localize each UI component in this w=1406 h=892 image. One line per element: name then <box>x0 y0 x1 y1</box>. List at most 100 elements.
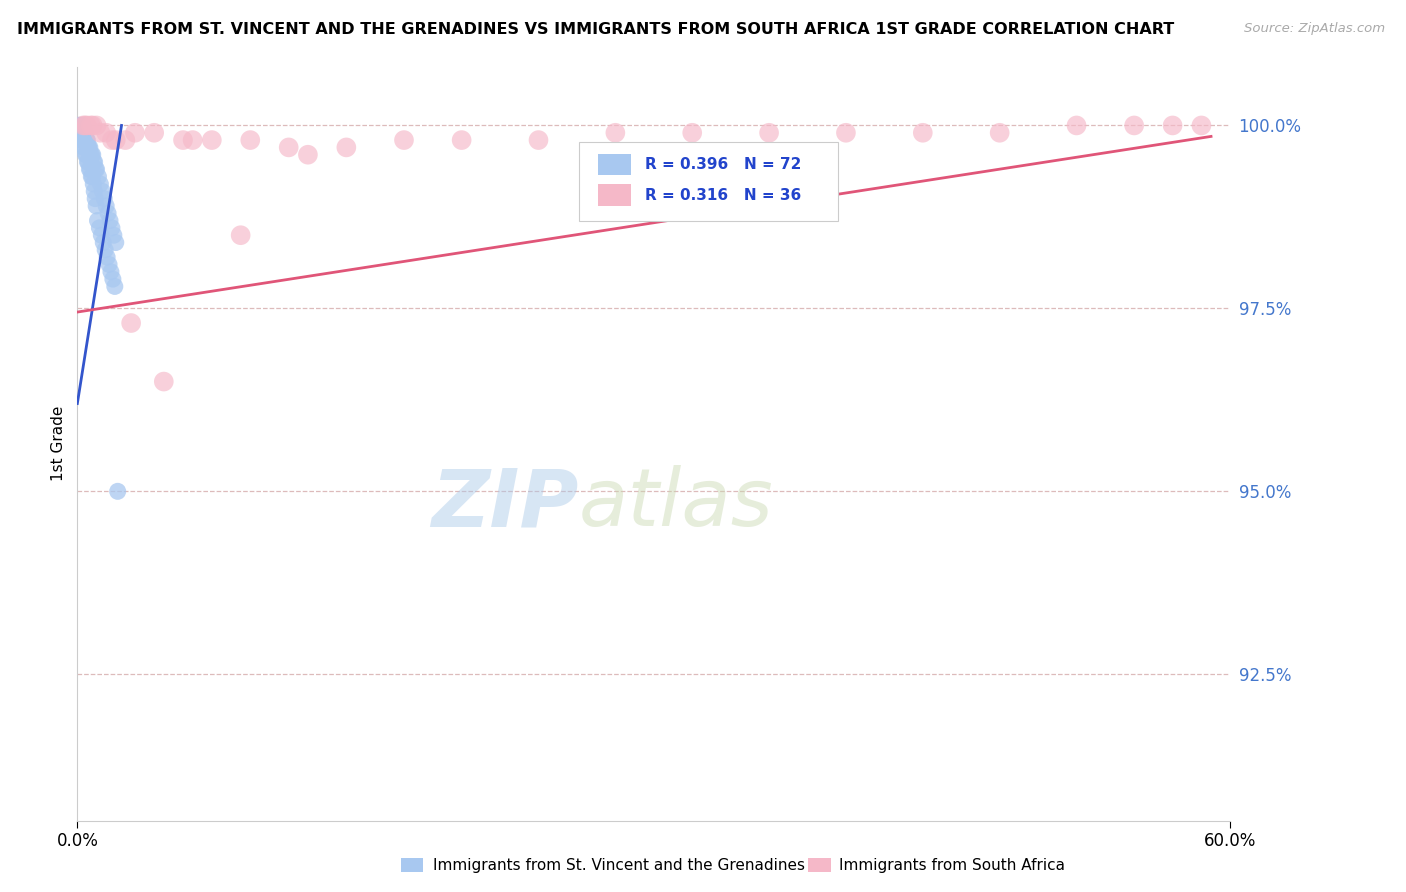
Point <box>124 126 146 140</box>
Point <box>152 375 174 389</box>
Point <box>73 119 96 133</box>
Point <box>104 279 127 293</box>
Point <box>69 126 91 140</box>
Point <box>89 220 111 235</box>
Point <box>73 126 96 140</box>
Point <box>70 119 93 133</box>
Point <box>100 265 122 279</box>
Point <box>1189 119 1212 133</box>
Point <box>297 147 319 161</box>
Point <box>70 119 93 133</box>
FancyBboxPatch shape <box>579 142 838 221</box>
Point <box>80 147 103 161</box>
Point <box>82 177 104 191</box>
Point <box>67 119 90 133</box>
Point <box>89 177 111 191</box>
Point <box>98 213 121 227</box>
Point <box>83 184 105 198</box>
Text: IMMIGRANTS FROM ST. VINCENT AND THE GRENADINES VS IMMIGRANTS FROM SOUTH AFRICA 1: IMMIGRANTS FROM ST. VINCENT AND THE GREN… <box>17 22 1174 37</box>
Point <box>96 250 118 264</box>
Point <box>73 126 96 140</box>
Point <box>91 184 114 198</box>
Point <box>77 140 100 154</box>
Point <box>69 126 91 140</box>
Point <box>101 220 124 235</box>
Point <box>72 133 94 147</box>
Point <box>72 126 94 140</box>
Point <box>79 162 101 177</box>
Point <box>69 119 91 133</box>
Point <box>76 133 98 147</box>
Point <box>84 192 107 206</box>
Point <box>82 169 104 184</box>
Point <box>90 228 112 243</box>
Point <box>77 140 100 154</box>
Point <box>76 155 98 169</box>
Point <box>392 133 415 147</box>
Point <box>94 243 117 257</box>
Point <box>97 206 120 220</box>
Point <box>86 162 108 177</box>
Point <box>1161 119 1184 133</box>
Point <box>69 119 91 133</box>
Point <box>70 119 93 133</box>
Point <box>86 213 108 227</box>
Point <box>335 140 357 154</box>
Point <box>87 169 110 184</box>
Point <box>1123 119 1146 133</box>
Point <box>605 126 627 140</box>
Point <box>72 126 94 140</box>
Point <box>988 126 1011 140</box>
Point <box>80 119 103 133</box>
Point <box>143 126 166 140</box>
Text: atlas: atlas <box>579 465 773 543</box>
Point <box>181 133 204 147</box>
Point <box>77 155 100 169</box>
Point <box>75 133 97 147</box>
Point <box>82 119 104 133</box>
Point <box>76 133 98 147</box>
Point <box>681 126 703 140</box>
Point <box>67 119 90 133</box>
Point <box>172 133 194 147</box>
Point <box>76 133 98 147</box>
Point <box>67 119 90 133</box>
Point <box>835 126 858 140</box>
Point <box>911 126 934 140</box>
Point <box>91 235 114 250</box>
Point <box>89 126 111 140</box>
Point <box>80 169 103 184</box>
Point <box>75 147 97 161</box>
Point <box>96 199 117 213</box>
Point <box>73 126 96 140</box>
Point <box>70 133 93 147</box>
Point <box>83 155 105 169</box>
Bar <box>599 185 631 205</box>
Point <box>103 228 125 243</box>
Point <box>75 133 97 147</box>
Point <box>98 258 121 272</box>
Point <box>80 147 103 161</box>
Point <box>82 147 104 161</box>
Text: Immigrants from St. Vincent and the Grenadines: Immigrants from St. Vincent and the Gren… <box>433 858 806 872</box>
Point <box>201 133 224 147</box>
Bar <box>599 154 631 176</box>
Point <box>79 162 101 177</box>
Point <box>83 155 105 169</box>
Point <box>229 228 252 243</box>
Point <box>67 119 90 133</box>
Point <box>79 140 101 154</box>
Text: Source: ZipAtlas.com: Source: ZipAtlas.com <box>1244 22 1385 36</box>
Point <box>86 119 108 133</box>
Point <box>107 484 129 499</box>
Point <box>239 133 262 147</box>
Point <box>101 133 124 147</box>
Point <box>77 140 100 154</box>
Point <box>84 162 107 177</box>
Point <box>450 133 472 147</box>
Point <box>72 119 94 133</box>
Point <box>96 126 117 140</box>
Text: Immigrants from South Africa: Immigrants from South Africa <box>839 858 1066 872</box>
Point <box>101 272 124 286</box>
Point <box>69 119 91 133</box>
